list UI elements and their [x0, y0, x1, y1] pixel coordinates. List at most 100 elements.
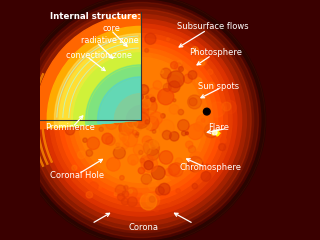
Circle shape — [165, 82, 177, 94]
Circle shape — [141, 156, 157, 172]
Circle shape — [167, 200, 170, 204]
Circle shape — [99, 186, 102, 188]
Circle shape — [145, 111, 156, 123]
Circle shape — [92, 90, 106, 103]
Circle shape — [162, 131, 172, 140]
Circle shape — [195, 159, 201, 166]
Circle shape — [104, 47, 115, 58]
Text: Coronal Hole: Coronal Hole — [50, 171, 104, 180]
Circle shape — [52, 115, 66, 130]
Circle shape — [139, 95, 143, 99]
Circle shape — [72, 165, 77, 170]
Circle shape — [178, 120, 189, 131]
Circle shape — [156, 186, 164, 195]
Circle shape — [136, 115, 146, 125]
Circle shape — [192, 162, 201, 172]
Circle shape — [85, 69, 95, 79]
Circle shape — [130, 110, 143, 122]
Circle shape — [168, 81, 180, 92]
Circle shape — [151, 166, 165, 180]
Circle shape — [107, 157, 120, 171]
Circle shape — [102, 133, 113, 144]
Circle shape — [141, 174, 152, 184]
Circle shape — [106, 97, 111, 103]
Circle shape — [116, 143, 119, 147]
Circle shape — [141, 115, 147, 121]
Circle shape — [134, 113, 139, 118]
Circle shape — [201, 172, 211, 181]
Circle shape — [149, 196, 155, 202]
Circle shape — [188, 124, 203, 140]
Circle shape — [143, 140, 159, 156]
Circle shape — [143, 189, 148, 195]
Circle shape — [176, 189, 180, 193]
Circle shape — [118, 83, 130, 95]
Circle shape — [149, 140, 158, 149]
Circle shape — [133, 144, 144, 155]
Circle shape — [76, 76, 79, 79]
Circle shape — [102, 93, 106, 97]
Circle shape — [28, 7, 254, 233]
Circle shape — [189, 98, 197, 106]
Text: convection zone: convection zone — [67, 51, 132, 60]
Circle shape — [45, 24, 237, 216]
Circle shape — [146, 96, 148, 99]
Wedge shape — [59, 38, 141, 127]
Wedge shape — [47, 26, 141, 128]
Circle shape — [170, 132, 179, 141]
Circle shape — [167, 38, 170, 41]
Circle shape — [170, 174, 177, 180]
Circle shape — [50, 29, 232, 211]
Circle shape — [138, 167, 145, 174]
Circle shape — [194, 122, 203, 131]
Text: Prominence: Prominence — [45, 123, 95, 132]
Circle shape — [48, 115, 63, 130]
Circle shape — [129, 103, 140, 114]
Circle shape — [141, 122, 145, 126]
Circle shape — [148, 87, 161, 101]
Circle shape — [178, 109, 184, 115]
Circle shape — [136, 116, 152, 132]
Wedge shape — [71, 50, 141, 126]
Circle shape — [69, 48, 213, 192]
Circle shape — [130, 86, 141, 97]
Circle shape — [93, 77, 99, 84]
Circle shape — [106, 118, 117, 129]
Circle shape — [102, 103, 114, 115]
Circle shape — [93, 105, 96, 108]
Circle shape — [133, 112, 149, 128]
Circle shape — [175, 158, 183, 166]
Circle shape — [40, 19, 242, 221]
Circle shape — [99, 127, 103, 132]
Circle shape — [119, 120, 134, 135]
Circle shape — [145, 120, 149, 124]
Circle shape — [134, 114, 147, 127]
Circle shape — [151, 134, 157, 141]
Circle shape — [83, 100, 91, 108]
Circle shape — [113, 78, 128, 92]
Circle shape — [65, 125, 75, 135]
Circle shape — [77, 151, 85, 159]
Circle shape — [223, 100, 236, 114]
Circle shape — [168, 164, 180, 175]
Circle shape — [222, 102, 231, 111]
Circle shape — [141, 120, 147, 125]
Circle shape — [136, 102, 148, 114]
Circle shape — [64, 43, 218, 197]
Circle shape — [143, 124, 154, 135]
Circle shape — [199, 59, 205, 66]
Circle shape — [153, 81, 162, 90]
Circle shape — [150, 97, 155, 102]
Circle shape — [30, 10, 251, 230]
Circle shape — [177, 60, 182, 66]
Circle shape — [119, 130, 130, 141]
Circle shape — [105, 43, 115, 53]
Circle shape — [16, 0, 266, 240]
Circle shape — [84, 115, 88, 118]
Circle shape — [140, 193, 157, 210]
Circle shape — [141, 117, 144, 120]
Circle shape — [135, 122, 139, 125]
Circle shape — [210, 102, 225, 117]
Circle shape — [189, 152, 203, 165]
Circle shape — [188, 146, 196, 153]
